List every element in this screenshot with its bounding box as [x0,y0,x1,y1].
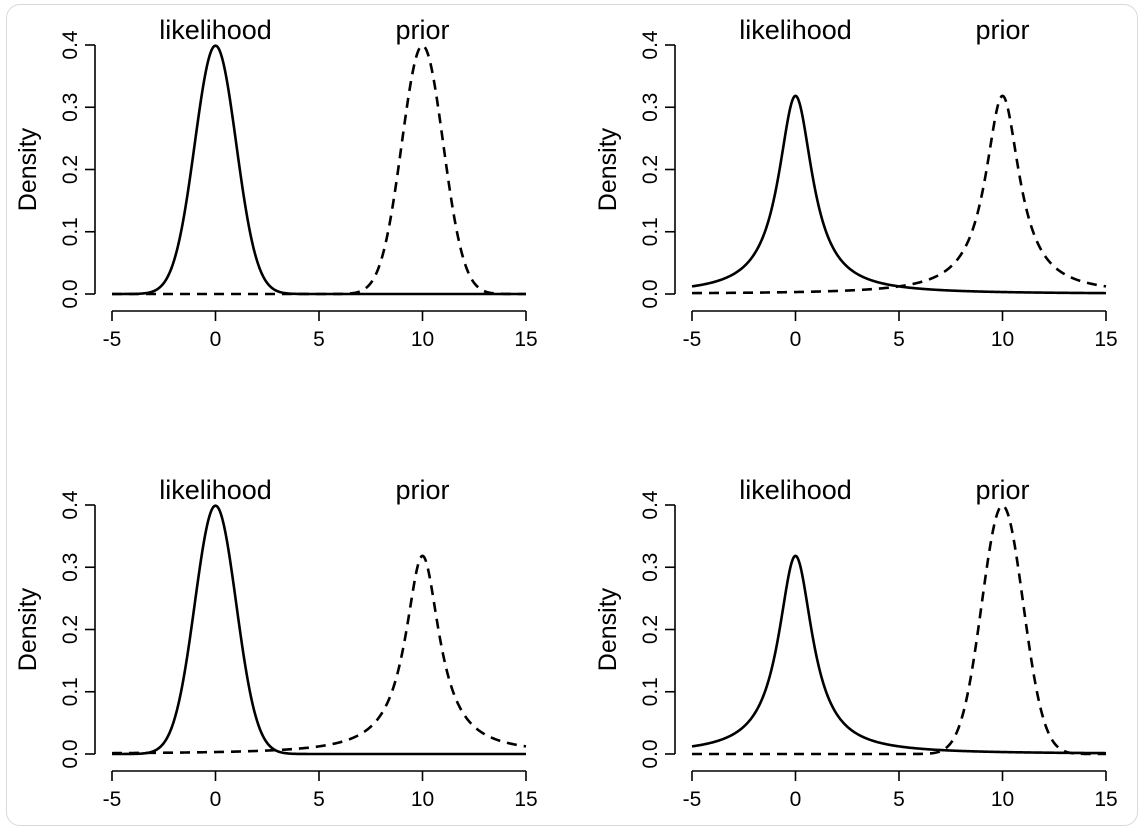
y-tick-label: 0.3 [59,553,82,582]
curve-annotation: likelihood [739,15,852,45]
x-tick-label: 5 [313,788,325,811]
dashed-density-line [691,504,1107,756]
y-axis-title: Density [14,127,42,211]
density-panel-2: -5 0 5 10 15 0.0 0.1 0.2 0.3 0.4 Density likelihood… [594,15,1118,351]
x-tick-label: 5 [893,788,905,811]
y-tick-label: 0.2 [639,155,662,184]
x-tick-label: 10 [991,788,1014,811]
y-tick-label: 0.0 [59,739,82,768]
x-tick-label: -5 [683,788,702,811]
x-tick-label: 10 [411,788,434,811]
y-tick-label: 0.1 [59,217,82,246]
density-panel-1: -5 0 5 10 15 0.0 0.1 0.2 0.3 0.4 Density likelihood… [14,15,538,351]
x-tick-label: 0 [790,788,802,811]
curve-annotation: prior [395,15,449,45]
dashed-density-line [111,554,527,755]
y-tick-label: 0.4 [59,490,82,520]
solid-density-line [691,94,1107,295]
dashed-density-line [111,44,527,296]
curve-annotation: prior [975,475,1029,505]
y-axis-title: Density [14,587,42,671]
solid-density-line [111,504,527,756]
x-tick-label: 10 [411,328,434,351]
curve-annotation: prior [975,15,1029,45]
y-tick-label: 0.3 [639,93,662,122]
y-tick-label: 0.3 [639,553,662,582]
x-tick-label: 5 [313,328,325,351]
x-tick-label: 0 [210,328,222,351]
x-tick-label: 15 [1094,788,1117,811]
solid-density-line [691,554,1107,755]
dashed-density-line [691,94,1107,295]
x-tick-label: 0 [790,328,802,351]
curve-annotation: likelihood [159,15,272,45]
y-tick-label: 0.3 [59,93,82,122]
y-tick-label: 0.4 [639,30,662,60]
x-tick-label: 0 [210,788,222,811]
y-tick-label: 0.2 [59,615,82,644]
x-tick-label: 15 [1094,328,1117,351]
x-tick-label: -5 [683,328,702,351]
x-tick-label: 5 [893,328,905,351]
y-axis-title: Density [594,127,622,211]
y-tick-label: 0.1 [639,677,662,706]
y-tick-label: 0.2 [639,615,662,644]
x-tick-label: 15 [514,328,537,351]
y-tick-label: 0.2 [59,155,82,184]
curve-annotation: likelihood [739,475,852,505]
y-tick-label: 0.1 [639,217,662,246]
curve-annotation: likelihood [159,475,272,505]
curve-annotation: prior [395,475,449,505]
density-panel-4: -5 0 5 10 15 0.0 0.1 0.2 0.3 0.4 Density likelihood… [594,475,1118,811]
x-tick-label: -5 [103,328,122,351]
y-axis-title: Density [594,587,622,671]
x-tick-label: 10 [991,328,1014,351]
x-tick-label: 15 [514,788,537,811]
y-tick-label: 0.0 [639,739,662,768]
y-tick-label: 0.1 [59,677,82,706]
x-tick-label: -5 [103,788,122,811]
y-tick-label: 0.4 [639,490,662,520]
density-panel-3: -5 0 5 10 15 0.0 0.1 0.2 0.3 0.4 Density likelihood… [14,475,538,811]
y-tick-label: 0.0 [639,279,662,308]
y-tick-label: 0.0 [59,279,82,308]
y-tick-label: 0.4 [59,30,82,60]
